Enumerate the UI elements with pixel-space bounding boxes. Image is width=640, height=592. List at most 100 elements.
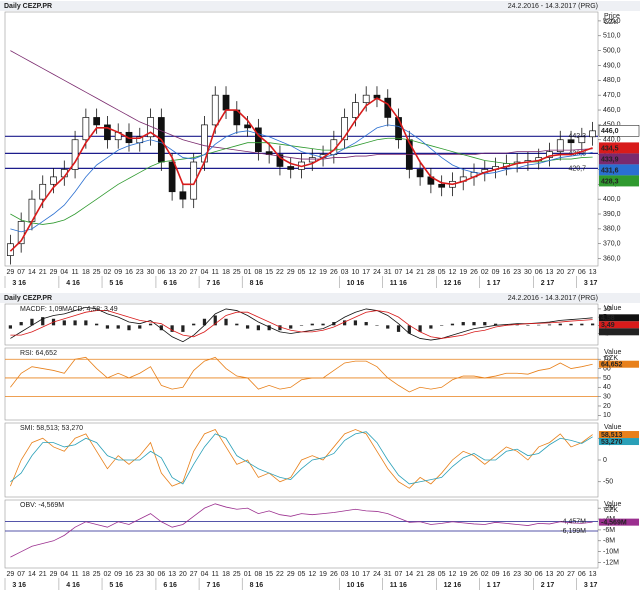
x-tick-label: 31 [384,269,392,276]
x-tick-label: 19 [459,269,467,276]
level-label: -4,457M [560,518,586,525]
value-badge [599,314,639,322]
x-tick-label: 01 [244,571,252,578]
x-tick-label: 23 [136,269,144,276]
value-badge [598,125,640,137]
candle-body [589,130,596,138]
x-tick-label: 30 [524,269,532,276]
y-tick-label: 500,0 [603,47,621,54]
histogram-bar [289,325,293,329]
value-badge [599,328,639,336]
x-tick-label: 20 [556,269,564,276]
x-tick-label: 12 [308,571,316,578]
x-tick-label: 12 [308,269,316,276]
histogram-bar [62,320,66,326]
x-tick-label: 07 [17,269,25,276]
x-tick-label: 29 [6,571,14,578]
level-label: 420,7 [568,165,586,172]
value-badge-label: 431,6 [601,167,619,174]
y-tick-label: 490,0 [603,62,621,69]
x-tick-label: 21 [39,269,47,276]
histogram-bar [192,323,196,326]
x-tick-label: 14 [405,571,413,578]
y-axis-unit: CZK [604,19,618,26]
y-tick-label: -6M [603,527,615,534]
histogram-bar [483,322,487,326]
candle-body [341,117,348,141]
candle-body [17,221,25,245]
y-axis-unit: CZK [604,355,618,362]
histogram-bar [278,325,282,331]
x-tick-label: 21 [416,571,424,578]
histogram-bar [353,320,358,326]
x-month-label: 1 17 [487,280,501,287]
x-month-label: 3 17 [584,582,598,589]
x-month-label: 10 16 [347,280,365,287]
value-badge [599,360,639,368]
x-tick-label: 17 [362,269,370,276]
candle-body [147,117,154,138]
x-tick-label: 15 [265,571,273,578]
moving-average [10,50,593,160]
indicator-label: OBV: -4,569M [20,502,64,509]
x-tick-label: 29 [6,269,14,276]
chart-title: Daily CEZP.PR [4,295,52,302]
candle-body [556,139,564,152]
x-month-label: 5 16 [109,582,123,589]
histogram-bar [299,325,304,326]
value-badge [599,175,639,187]
y-tick-label: 40 [603,384,611,391]
x-month-label: 12 16 [444,582,462,589]
x-tick-label: 11 [71,571,78,578]
indicator-label: MACD: 4,58; 3,49 [62,306,118,313]
value-badge [599,321,639,329]
histogram-bar [386,325,390,329]
candle-body [578,136,586,144]
histogram-bar [224,318,228,326]
histogram-bar [472,322,476,326]
x-tick-label: 09 [492,269,500,276]
y-tick-label: 60 [603,365,611,372]
histogram-bar [30,318,34,326]
histogram-bar [580,323,584,326]
x-tick-label: 02 [481,269,489,276]
header-bar [0,293,640,303]
x-month-label: 3 16 [12,582,26,589]
y-tick-label: 510,0 [603,33,621,40]
histogram-bar [127,325,131,331]
x-tick-label: 13 [589,571,597,578]
histogram-bar [138,325,142,329]
value-badge-label: 53,270 [601,439,623,446]
value-badge-label: -4,569M [601,519,627,526]
candle-body [438,183,446,188]
candle-body [50,176,57,185]
x-tick-label: 06 [578,571,586,578]
x-tick-label: 20 [556,571,564,578]
value-badge [599,153,639,165]
x-tick-label: 03 [341,269,349,276]
x-tick-label: 19 [459,571,467,578]
chart-subtitle: 24.2.2016 - 14.3.2017 (PRG) [508,295,598,302]
histogram-bar [504,324,508,326]
y-tick-label: 390,0 [603,211,621,218]
x-tick-label: 29 [287,269,295,276]
x-tick-label: 29 [287,571,295,578]
x-tick-label: 18 [82,269,90,276]
histogram-bar [440,325,444,326]
candle-body [362,94,370,103]
x-tick-label: 16 [502,571,510,578]
histogram-bar [95,323,99,326]
moving-average [9,97,593,252]
chart-title: Daily CEZP.PR [4,3,52,10]
histogram-bar [116,325,120,329]
y-tick-label: 480,0 [603,77,621,84]
value-badge-label: 4,58 [601,315,615,322]
x-month-label: 12 16 [444,280,462,287]
x-tick-label: 27 [567,571,575,578]
x-tick-label: 08 [254,269,262,276]
x-tick-label: 10 [352,269,360,276]
x-tick-label: 25 [93,571,101,578]
x-month-label: 11 16 [390,582,407,589]
candle-body [82,117,90,141]
x-tick-label: 28 [427,269,435,276]
